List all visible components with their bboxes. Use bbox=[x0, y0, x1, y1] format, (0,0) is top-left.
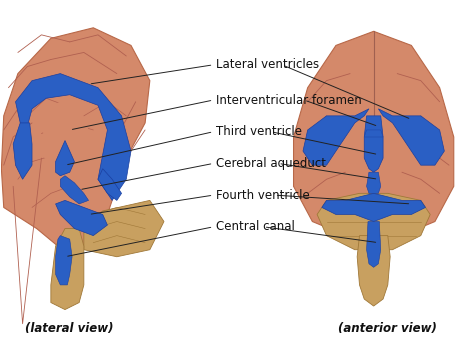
Polygon shape bbox=[366, 172, 381, 193]
Text: Interventricular foramen: Interventricular foramen bbox=[216, 93, 362, 106]
Polygon shape bbox=[293, 31, 454, 250]
Polygon shape bbox=[1, 28, 150, 250]
Polygon shape bbox=[366, 222, 381, 267]
Polygon shape bbox=[303, 109, 369, 165]
Polygon shape bbox=[55, 141, 74, 176]
Text: Central canal: Central canal bbox=[216, 220, 295, 233]
Polygon shape bbox=[378, 109, 444, 165]
Text: (lateral view): (lateral view) bbox=[26, 322, 114, 335]
Polygon shape bbox=[13, 123, 32, 179]
Polygon shape bbox=[322, 193, 426, 222]
Polygon shape bbox=[55, 236, 72, 285]
Polygon shape bbox=[16, 73, 131, 200]
Polygon shape bbox=[364, 130, 383, 137]
Polygon shape bbox=[98, 169, 121, 200]
Polygon shape bbox=[317, 193, 430, 250]
Polygon shape bbox=[364, 116, 383, 172]
Text: Cerebral aqueduct: Cerebral aqueduct bbox=[216, 157, 326, 170]
Text: (anterior view): (anterior view) bbox=[338, 322, 437, 335]
Polygon shape bbox=[41, 102, 89, 151]
Polygon shape bbox=[357, 236, 390, 306]
Polygon shape bbox=[41, 141, 74, 165]
Polygon shape bbox=[60, 176, 89, 204]
Polygon shape bbox=[55, 200, 108, 236]
Polygon shape bbox=[84, 200, 164, 257]
Text: Lateral ventricles: Lateral ventricles bbox=[216, 58, 319, 71]
Polygon shape bbox=[51, 229, 84, 310]
Text: Fourth ventricle: Fourth ventricle bbox=[216, 189, 310, 202]
Text: Third ventricle: Third ventricle bbox=[216, 125, 302, 138]
